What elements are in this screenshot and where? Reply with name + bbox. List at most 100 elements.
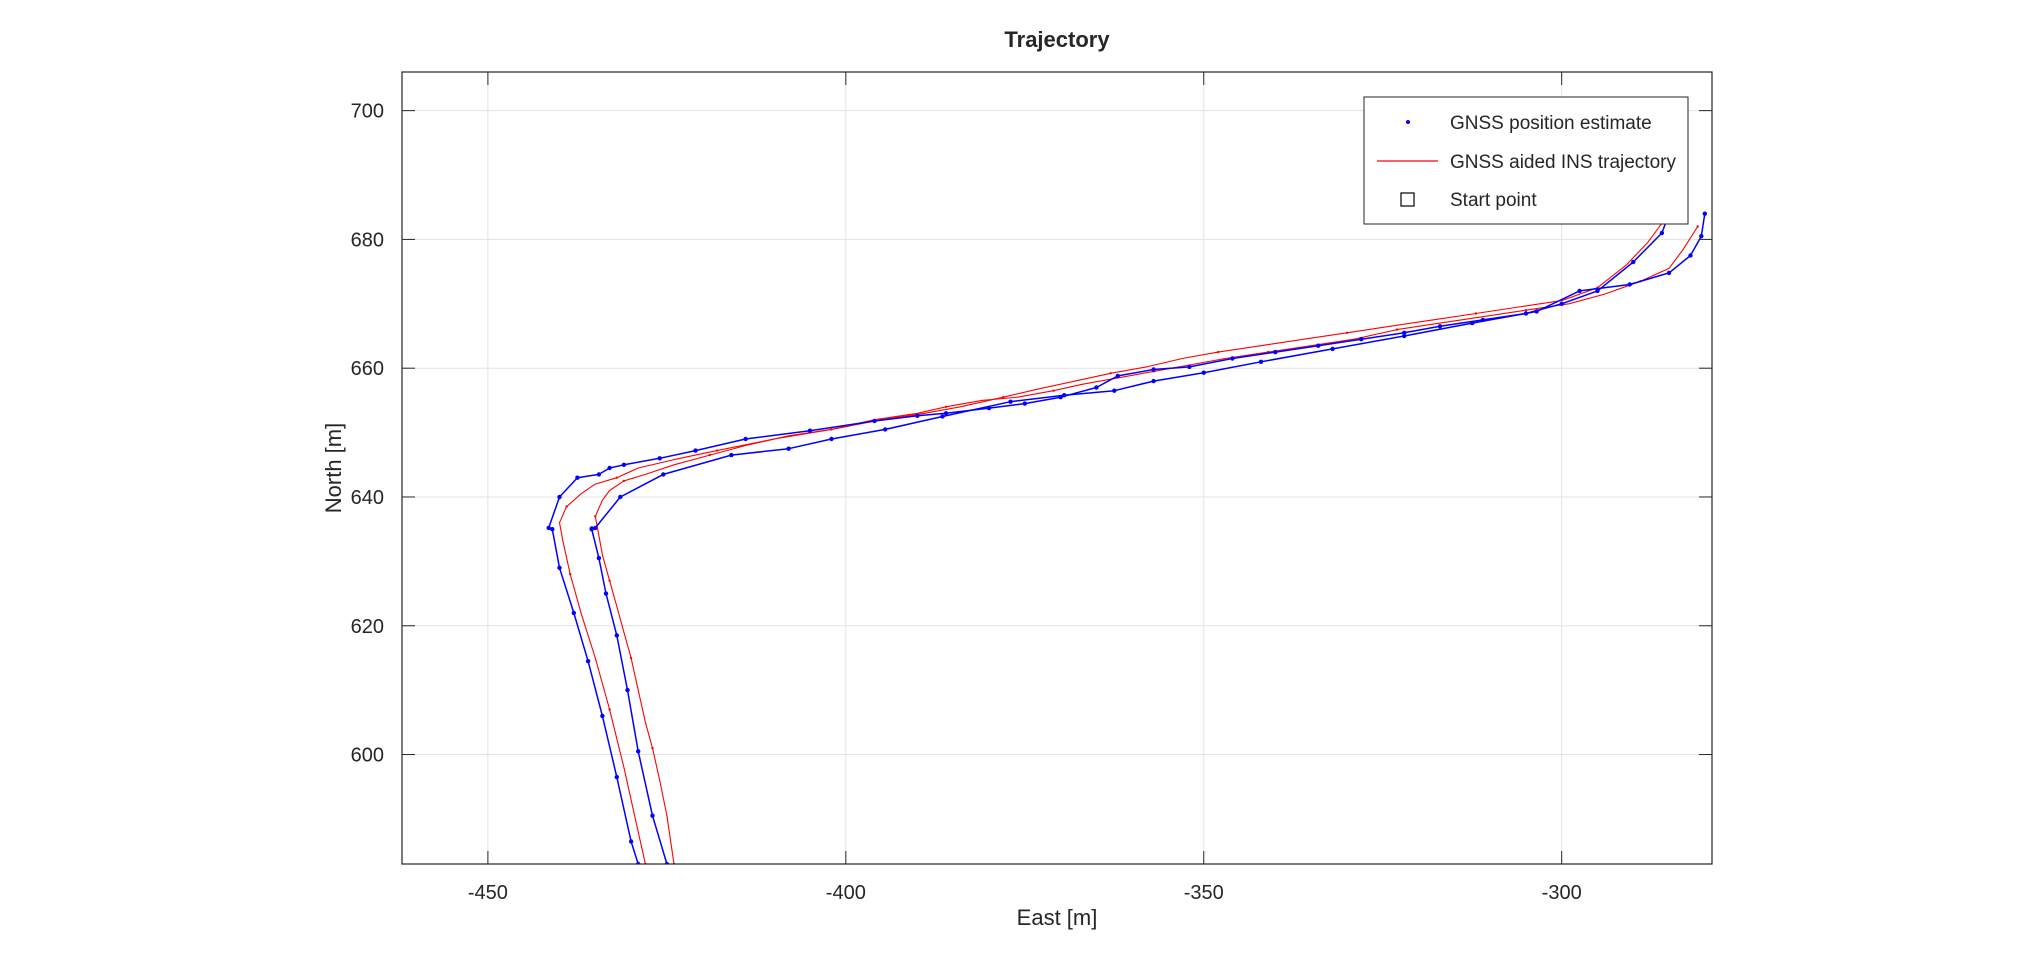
- gnss-point: [1273, 349, 1278, 355]
- gnss-point: [614, 633, 619, 638]
- gnss-point: [729, 452, 734, 458]
- gnss-point: [829, 436, 834, 442]
- gnss-point: [546, 525, 551, 531]
- ins-point: [1109, 372, 1112, 375]
- ins-point: [569, 573, 572, 576]
- gnss-point: [596, 472, 602, 477]
- gnss-point: [1631, 259, 1636, 265]
- gnss-point: [915, 413, 920, 418]
- gnss-point: [1230, 356, 1235, 361]
- x-tick-label: -450: [468, 882, 508, 904]
- plot-frame: [401, 71, 1713, 865]
- gnss-point: [1402, 330, 1407, 335]
- ins-point: [615, 476, 618, 479]
- gnss-point: [557, 565, 562, 570]
- gnss-point: [628, 839, 634, 844]
- ins-point: [1474, 312, 1478, 315]
- gnss-point: [1022, 401, 1027, 406]
- gnss-point: [625, 687, 630, 693]
- gnss-point: [621, 462, 627, 467]
- gnss-point: [596, 555, 602, 561]
- ins-trajectory-line: [594, 226, 1699, 864]
- gnss-point: [807, 428, 813, 433]
- gnss-point: [786, 446, 791, 451]
- legend-dot-icon: [1406, 120, 1410, 124]
- legend-entry-gnss-estimate: GNSS position estimate: [1450, 113, 1652, 134]
- gnss-point: [943, 411, 949, 416]
- gnss-point: [1577, 288, 1582, 294]
- gnss-point: [1359, 337, 1364, 342]
- gnss-point: [986, 405, 992, 411]
- ins-point: [622, 479, 626, 483]
- gnss-point: [585, 659, 591, 664]
- axis-ticks: [402, 72, 1712, 864]
- gnss-point: [618, 494, 623, 500]
- tick-labels: -450 -400 -350 -300 600 620 640 660 680 700: [351, 101, 1582, 904]
- y-tick-label: 700: [351, 101, 384, 123]
- ins-point: [1524, 309, 1528, 312]
- gnss-point: [872, 418, 877, 424]
- gnss-point: [1402, 333, 1407, 339]
- gnss-point: [1094, 385, 1099, 390]
- gnss-point: [1151, 378, 1156, 384]
- y-tick-label: 680: [351, 229, 384, 251]
- legend-entry-start-point: Start point: [1450, 190, 1537, 211]
- gnss-point: [1258, 359, 1264, 364]
- chart-title: Trajectory: [1004, 27, 1110, 52]
- ins-point: [594, 515, 597, 518]
- gnss-point: [1058, 395, 1063, 400]
- gnss-point: [1480, 317, 1486, 323]
- series-layer: [546, 211, 1708, 864]
- gnss-point: [636, 749, 641, 754]
- gnss-point: [1115, 373, 1121, 379]
- gnss-point: [1702, 211, 1708, 216]
- ins-point: [608, 579, 611, 582]
- gnss-point: [1659, 230, 1665, 236]
- gnss-point: [1595, 288, 1600, 294]
- gnss-point: [571, 610, 576, 616]
- gnss-point: [1523, 311, 1529, 316]
- x-axis-label: East [m]: [1017, 905, 1098, 930]
- legend-square-icon: [1400, 192, 1415, 207]
- gnss-point: [940, 414, 945, 419]
- y-tick-label: 600: [351, 745, 384, 767]
- gnss-point: [557, 494, 562, 500]
- gnss-point: [575, 475, 580, 480]
- gnss-point: [1151, 367, 1156, 372]
- gnss-point: [600, 713, 605, 719]
- y-tick-label: 640: [351, 487, 384, 509]
- ins-point: [1002, 396, 1005, 399]
- gnss-point: [1187, 364, 1192, 370]
- gnss-point: [650, 813, 655, 818]
- legend-entry-ins-trajectory: GNSS aided INS trajectory: [1450, 152, 1676, 173]
- gnss-point: [1316, 343, 1321, 348]
- gnss-point: [607, 465, 612, 471]
- y-tick-label: 620: [351, 616, 384, 638]
- ins-point: [1216, 350, 1220, 354]
- gnss-point: [657, 456, 662, 461]
- ins-point: [651, 746, 654, 750]
- gnss-point: [1559, 301, 1564, 306]
- gnss-point: [1666, 270, 1672, 276]
- y-tick-label: 660: [351, 358, 384, 380]
- gnss-point: [1627, 282, 1632, 287]
- gnss-point: [883, 427, 888, 432]
- gnss-point: [1688, 253, 1693, 258]
- ins-point: [1345, 331, 1349, 334]
- gnss-point: [603, 591, 609, 596]
- gnss-point: [614, 774, 619, 780]
- ins-trajectory-line: [558, 213, 1677, 864]
- ins-point: [1696, 225, 1699, 228]
- gnss-point: [661, 472, 666, 477]
- ins-point: [944, 405, 948, 408]
- gnss-point: [693, 448, 698, 453]
- gnss-point: [1201, 370, 1206, 375]
- ins-point: [1052, 389, 1055, 392]
- ins-point: [629, 656, 633, 660]
- gnss-point: [550, 527, 555, 532]
- gnss-point: [1330, 346, 1335, 352]
- ins-point: [1395, 328, 1399, 331]
- gnss-point: [593, 525, 598, 531]
- legend: GNSS position estimate GNSS aided INS tr…: [1363, 96, 1689, 225]
